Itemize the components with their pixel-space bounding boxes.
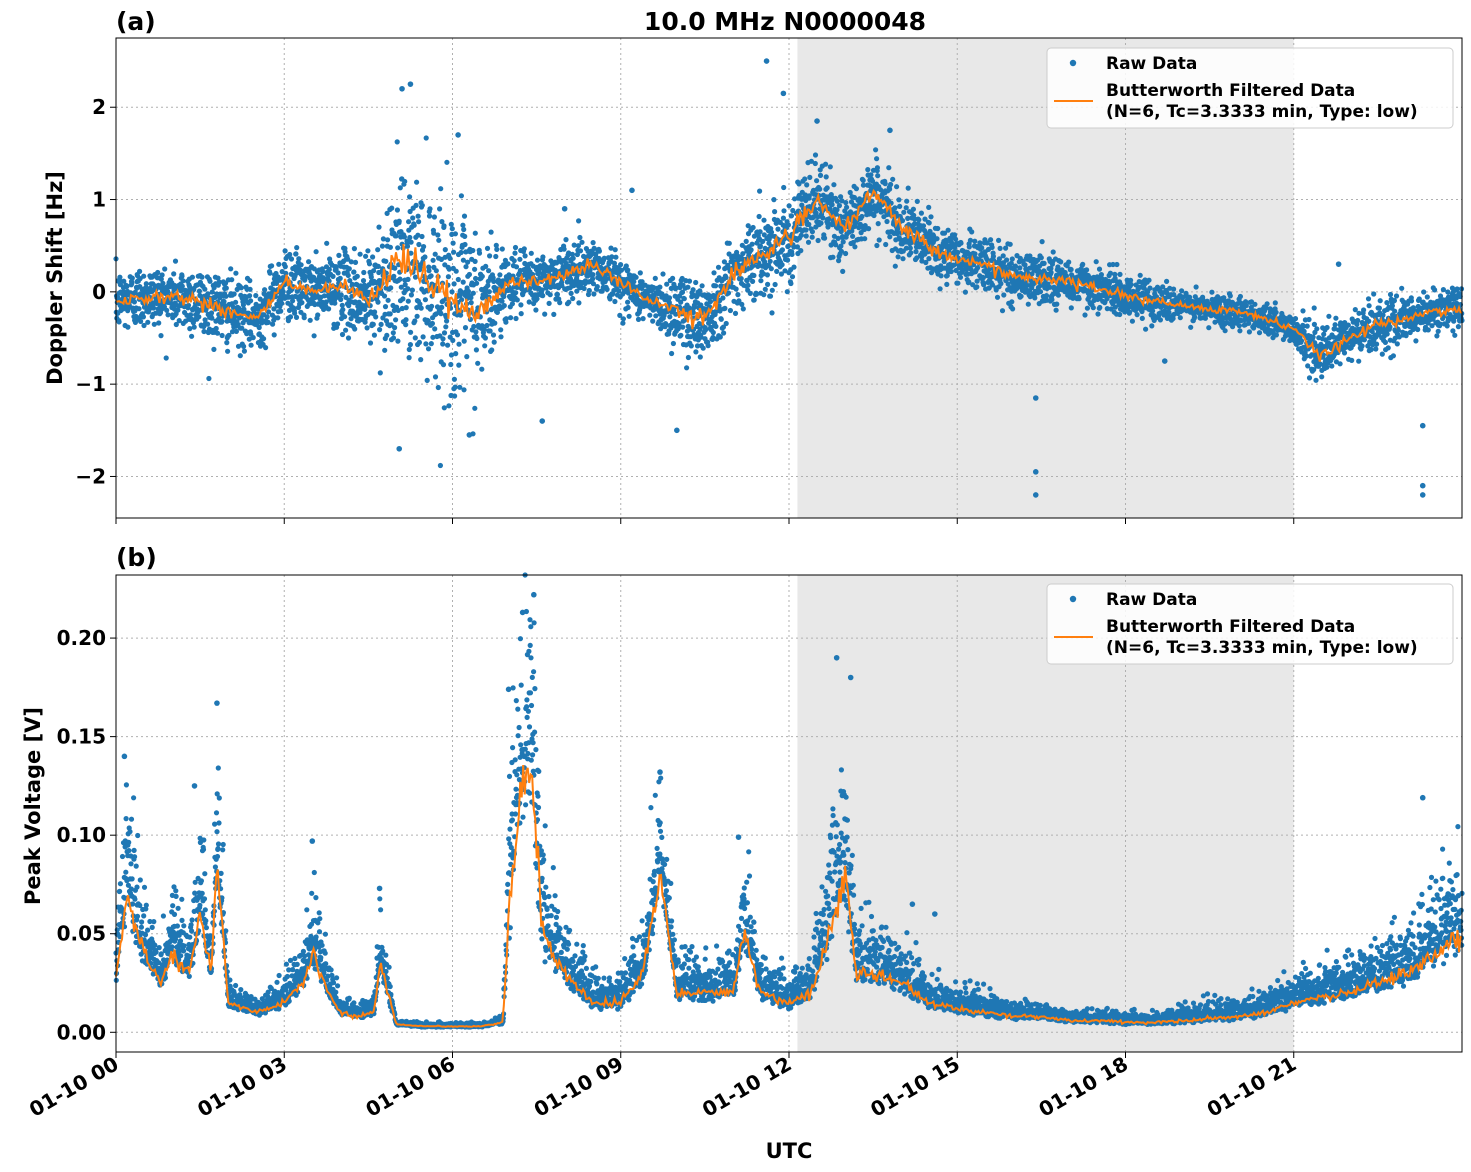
raw-data-outlier — [1161, 358, 1168, 364]
raw-data-outlier — [455, 132, 461, 138]
x-tick-label: 01-10 15 — [866, 1052, 964, 1122]
y-tick-label: 2 — [92, 95, 106, 119]
legend-raw-marker — [1069, 59, 1077, 67]
x-axis-label: UTC — [766, 1139, 813, 1163]
raw-data-outlier — [1032, 395, 1039, 401]
raw-data-outlier — [1419, 794, 1426, 801]
raw-data-outlier — [376, 885, 383, 892]
panel-b-tag: (b) — [116, 543, 157, 572]
panel-b-filtered-line — [115, 765, 1463, 1028]
x-tick-label: 01-10 18 — [1034, 1052, 1132, 1122]
y-tick-label: −1 — [75, 372, 106, 396]
legend-filtered-label-2: (N=6, Tc=3.3333 min, Type: low) — [1106, 638, 1418, 658]
legend-filtered-label-1: Butterworth Filtered Data — [1106, 617, 1355, 637]
x-tick-label: 01-10 00 — [25, 1052, 123, 1122]
x-tick-label: 01-10 03 — [193, 1052, 291, 1122]
raw-data-outlier — [833, 654, 840, 661]
raw-data-outlier — [932, 911, 938, 917]
filtered-data-line — [115, 188, 1463, 362]
legend-raw-marker — [1069, 595, 1077, 603]
panel-a-x-ticks — [115, 518, 1295, 524]
x-tick-label: 01-10 09 — [530, 1052, 628, 1122]
raw-data-outlier — [629, 187, 635, 194]
raw-data-outlier — [191, 783, 198, 789]
raw-data-outlier — [674, 427, 680, 434]
raw-data-outlier — [539, 418, 546, 424]
raw-data-outlier — [396, 445, 403, 452]
panel-a: (a) −2 −1 0 1 2 Doppler Shift [Hz] Raw Data … — [43, 7, 1465, 524]
raw-data-outlier — [847, 674, 854, 681]
raw-data-outlier — [657, 769, 663, 775]
raw-data-outlier — [1419, 422, 1426, 429]
x-tick-label: 01-10 21 — [1203, 1052, 1301, 1122]
raw-data-outlier — [399, 85, 405, 92]
legend-raw-label: Raw Data — [1106, 54, 1197, 74]
panel-a-legend: Raw Data Butterworth Filtered Data (N=6,… — [1046, 47, 1454, 129]
panel-b-x-ticks: 01-10 00 01-10 03 01-10 06 01-10 09 01-10 12… — [25, 1052, 1300, 1122]
panel-a-y-ticks: −2 −1 0 1 2 — [75, 95, 116, 488]
raw-data-outlier — [735, 834, 742, 840]
raw-data-outlier — [1419, 492, 1426, 498]
raw-data-outlier — [466, 432, 473, 438]
y-tick-label: 0.05 — [57, 922, 106, 946]
y-tick-label: 0.15 — [57, 725, 106, 749]
y-tick-label: 0 — [92, 280, 106, 304]
chart-title: 10.0 MHz N0000048 — [644, 7, 926, 36]
x-tick-label: 01-10 12 — [698, 1052, 796, 1122]
raw-data-outlier — [814, 118, 820, 124]
legend-filtered-label-1: Butterworth Filtered Data — [1106, 81, 1355, 101]
y-tick-label: 0.10 — [57, 823, 106, 847]
raw-data-outlier — [309, 838, 316, 844]
panel-b: (b) 0.000.050.100.150.20 01-10 00 01-10 0… — [21, 543, 1465, 1122]
raw-data-outlier — [1032, 469, 1039, 475]
raw-data-outlier — [909, 901, 916, 907]
panel-a-y-axis-label: Doppler Shift [Hz] — [43, 171, 67, 385]
raw-data-outlier — [505, 686, 512, 693]
panel-b-legend: Raw Data Butterworth Filtered Data (N=6,… — [1046, 583, 1454, 665]
filtered-data-line — [115, 765, 1463, 1028]
panel-b-y-ticks: 0.00 0.05 0.10 0.15 0.20 — [57, 626, 116, 1044]
legend-box — [1046, 47, 1454, 129]
legend-filtered-label-2: (N=6, Tc=3.3333 min, Type: low) — [1106, 102, 1418, 122]
raw-data-outlier — [1419, 482, 1426, 489]
raw-data-outlier — [1335, 261, 1342, 267]
legend-raw-label: Raw Data — [1106, 590, 1197, 610]
x-tick-label: 01-10 06 — [361, 1052, 459, 1122]
y-tick-label: −2 — [75, 464, 106, 488]
panel-b-y-axis-label: Peak Voltage [V] — [21, 707, 45, 905]
legend-box — [1046, 583, 1454, 665]
raw-data-outlier — [121, 753, 128, 760]
raw-data-outlier — [763, 58, 770, 64]
raw-data-outlier — [214, 700, 220, 706]
y-tick-label: 1 — [92, 188, 106, 212]
y-tick-label: 0.20 — [57, 626, 106, 650]
panel-a-tag: (a) — [116, 7, 156, 36]
raw-data-outlier — [780, 90, 787, 97]
y-tick-label: 0.00 — [57, 1020, 106, 1044]
raw-data-outlier — [887, 127, 893, 134]
raw-data-outlier — [407, 81, 414, 87]
raw-data-outlier — [1032, 492, 1039, 498]
raw-data-outlier — [531, 591, 537, 598]
panel-a-filtered-line — [115, 188, 1463, 362]
raw-data-outlier — [519, 609, 526, 616]
raw-data-outlier — [561, 205, 568, 212]
